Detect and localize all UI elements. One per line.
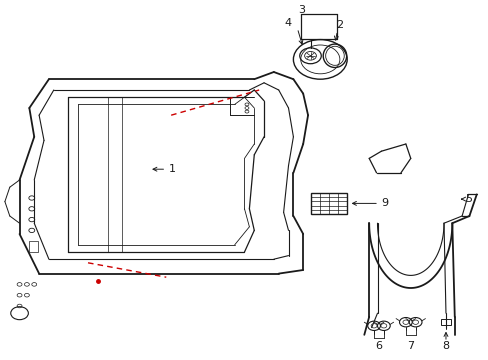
Text: 4: 4 bbox=[284, 18, 291, 28]
Text: 2: 2 bbox=[336, 20, 343, 30]
Text: 6: 6 bbox=[375, 341, 382, 351]
Text: 7: 7 bbox=[407, 341, 413, 351]
Bar bbox=[440, 319, 450, 325]
Text: 3: 3 bbox=[298, 5, 305, 15]
Text: 8: 8 bbox=[442, 341, 448, 351]
Text: 9: 9 bbox=[381, 198, 388, 208]
Text: 1: 1 bbox=[168, 164, 175, 174]
Bar bbox=[29, 241, 38, 252]
Text: 5: 5 bbox=[465, 194, 471, 204]
Bar bbox=[310, 193, 346, 214]
